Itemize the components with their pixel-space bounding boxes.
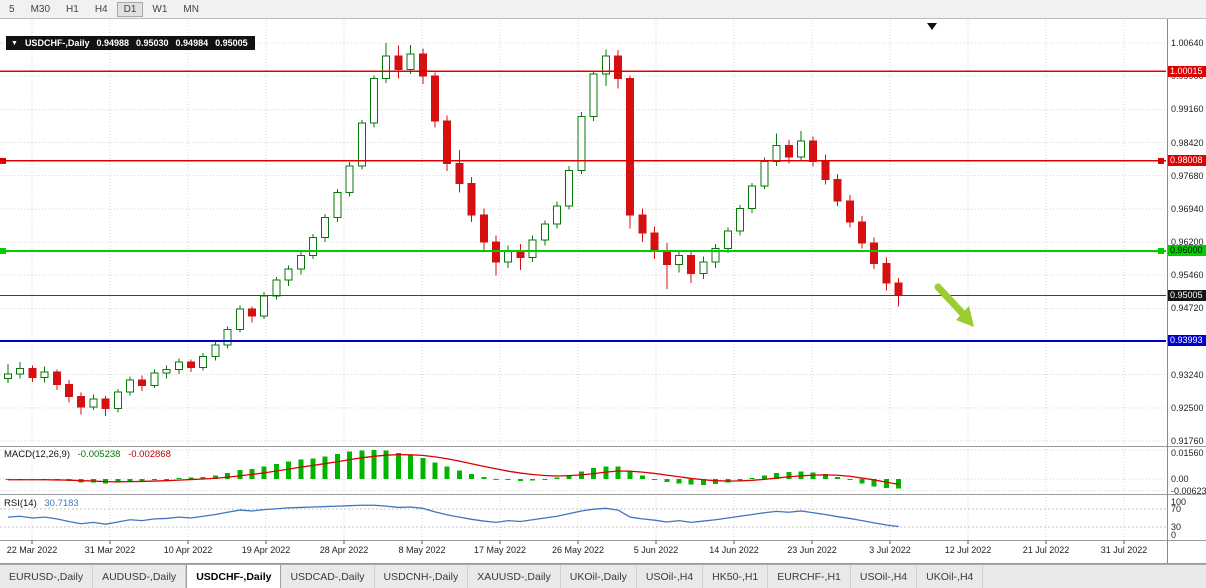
- hline-handle-left[interactable]: [0, 247, 6, 254]
- ohlc-close: 0.95005: [215, 38, 248, 48]
- chart-tabs-bar: EURUSD-,Daily AUDUSD-,Daily USDCHF-,Daily U…: [0, 564, 1206, 588]
- timeframe-button-h1[interactable]: H1: [66, 3, 79, 15]
- chart-tab-xauusd-daily[interactable]: XAUUSD-,Daily: [468, 565, 561, 588]
- downtrend-arrow[interactable]: [934, 283, 974, 327]
- timeframe-button-d1[interactable]: D1: [116, 1, 144, 17]
- chart-tab-ukoil-daily[interactable]: UKOil-,Daily: [561, 565, 637, 588]
- timeframe-button-w1[interactable]: W1: [152, 3, 168, 15]
- ohlc-low: 0.94984: [175, 38, 209, 48]
- chart-tab-usoil-h4[interactable]: USOil-,H4: [637, 565, 704, 588]
- ohlc-open: 0.94988: [96, 38, 129, 48]
- rsi-value: 30.7183: [44, 498, 79, 509]
- candles: [4, 43, 903, 416]
- chart-tab-hk50-h1[interactable]: HK50-,H1: [703, 565, 769, 588]
- chart-tab-usdchf-daily[interactable]: USDCHF-,Daily: [186, 565, 282, 588]
- macd-panel: [5, 449, 902, 489]
- chart-tab-usdcad-daily[interactable]: USDCAD-,Daily: [281, 565, 375, 588]
- collapse-arrow-icon[interactable]: ▼: [11, 39, 18, 47]
- macd-indicator-label: MACD(12,26,9) -0.005238 -0.002868: [4, 449, 176, 460]
- panel-borders: [0, 19, 1206, 564]
- hline-handle-right[interactable]: [1158, 247, 1164, 254]
- grid: [0, 20, 1166, 540]
- chart-symbol-ohlc: ▼ USDCHF-,Daily 0.94988 0.95030 0.94984 …: [6, 36, 255, 50]
- chart-tab-ukoil-h4[interactable]: UKOil-,H4: [917, 565, 984, 588]
- symbol-label: USDCHF-,Daily: [24, 38, 90, 48]
- hline-handle-right[interactable]: [1158, 157, 1164, 164]
- ohlc-high: 0.95030: [136, 38, 169, 48]
- chart-tab-eurchf-h1[interactable]: EURCHF-,H1: [768, 565, 851, 588]
- shift-marker-icon: [927, 23, 937, 30]
- macd-main-value: -0.005238: [77, 449, 121, 460]
- timeframe-button-5[interactable]: 5: [9, 3, 15, 15]
- rsi-panel: [7, 504, 899, 528]
- chart-tab-usdcnh-daily[interactable]: USDCNH-,Daily: [375, 565, 469, 588]
- chart-tab-eurusd-daily[interactable]: EURUSD-,Daily: [0, 565, 94, 588]
- macd-signal-value: -0.002868: [128, 449, 171, 460]
- macd-name: MACD(12,26,9): [4, 449, 70, 460]
- timeframe-button-h4[interactable]: H4: [94, 3, 108, 15]
- chart-tab-usoil-h4[interactable]: USOil-,H4: [851, 565, 918, 588]
- rsi-name: RSI(14): [4, 498, 37, 509]
- chart-tab-audusd-daily[interactable]: AUDUSD-,Daily: [93, 565, 187, 588]
- timeframe-button-mn[interactable]: MN: [183, 3, 199, 15]
- price-lines: [0, 70, 1166, 342]
- rsi-indicator-label: RSI(14) 30.7183: [4, 498, 84, 509]
- hline-handle-left[interactable]: [0, 157, 6, 164]
- timeframe-button-m30[interactable]: M30: [30, 3, 51, 15]
- timeframe-toolbar: 5 M30 H1 H4 D1 W1 MN: [0, 0, 1206, 19]
